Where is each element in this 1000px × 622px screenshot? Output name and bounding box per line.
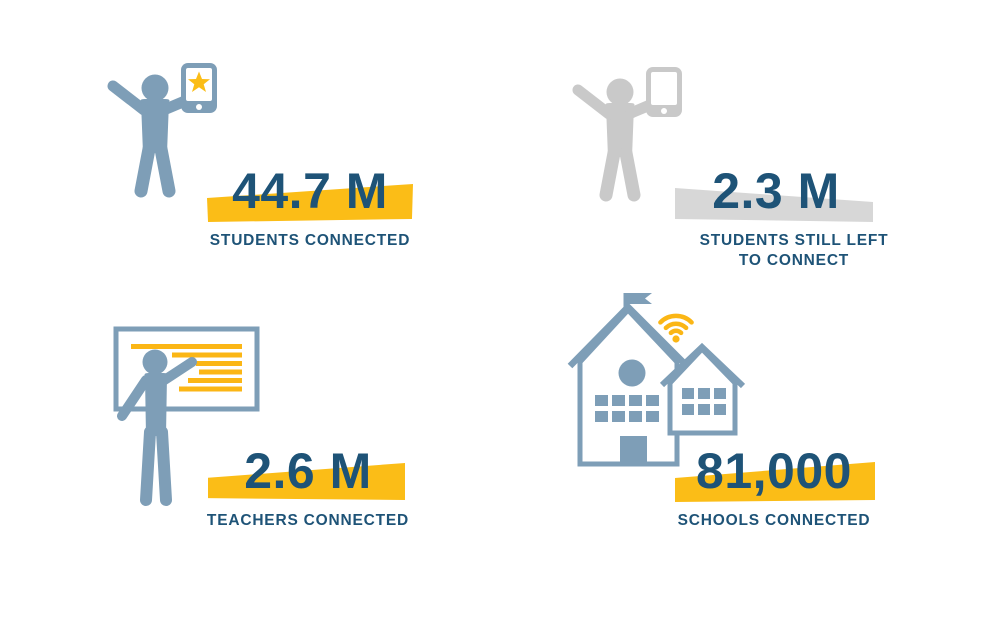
main-windows-grid: [595, 395, 659, 422]
star-icon: [188, 71, 210, 92]
stat-value: 81,000: [696, 443, 852, 499]
teacher-figure: [142, 349, 168, 436]
tablet-icon: [646, 67, 682, 117]
whiteboard-text-lines: [131, 344, 242, 392]
tablet-with-star-icon: [181, 63, 217, 113]
stat-value: 2.3 M: [712, 163, 840, 219]
stat-label: SCHOOLS CONNECTED: [677, 512, 871, 529]
school-wifi-icon: [565, 285, 765, 490]
stat-value: 44.7 M: [232, 163, 388, 219]
stat-label: TEACHERS CONNECTED: [206, 512, 410, 529]
round-window-icon: [618, 359, 646, 387]
door-icon: [620, 436, 647, 464]
teacher-whiteboard-icon: [108, 324, 268, 519]
stat-label: STUDENTS CONNECTED: [209, 232, 411, 249]
annex-windows-grid: [682, 388, 726, 415]
stat-value: 2.6 M: [244, 443, 372, 499]
flag-icon: [628, 293, 652, 304]
wifi-icon: [658, 313, 694, 343]
person-tablet-star-icon: [101, 50, 231, 205]
stat-label: STUDENTS STILL LEFT TO CONNECT: [699, 232, 889, 269]
person-tablet-gray-icon: [566, 54, 696, 209]
flag-pole-icon: [623, 293, 629, 311]
